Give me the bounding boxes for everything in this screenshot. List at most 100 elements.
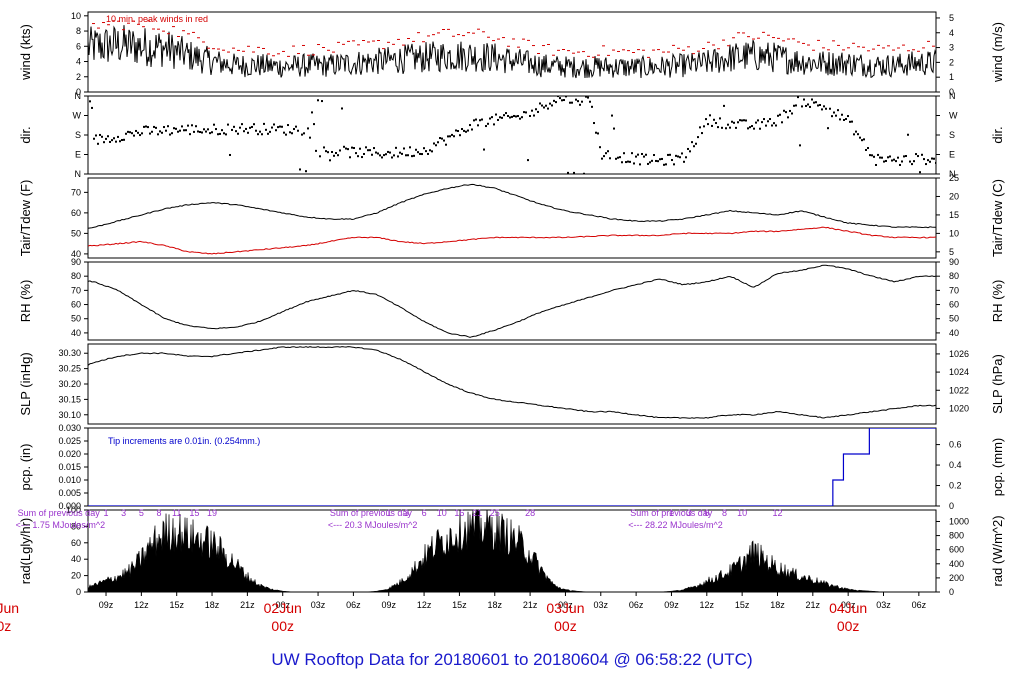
wind-direction-point	[913, 160, 915, 163]
temp-ytick-right-label: 25	[949, 173, 959, 183]
wind-direction-point	[631, 152, 633, 155]
wind-direction-point	[101, 135, 103, 138]
wind-direction-point	[457, 130, 459, 133]
x-tick-label: 21z	[240, 600, 255, 610]
wind-direction-point	[191, 124, 193, 127]
panel-rh: 40 50 60 70 80 90 40 50 60 70 80 90 RH (%) RH (%)	[18, 257, 1005, 341]
wind-direction-point	[467, 129, 469, 132]
wind-direction-point	[821, 108, 823, 111]
wind-direction-point	[247, 131, 249, 134]
rh-ytick-left-label: 90	[71, 257, 81, 267]
wind-direction-point	[661, 157, 663, 160]
wind-direction-point	[709, 114, 711, 117]
wind-direction-point	[757, 119, 759, 122]
wind-direction-point	[739, 119, 741, 122]
wind-direction-point	[719, 117, 721, 120]
wind-direction-point	[565, 96, 567, 98]
wind-direction-point	[747, 127, 749, 130]
panel-wind: 0 2 4 6 8 10 0 1 2 3 4 5 wind (kts) wind (m/s) 10 min.…	[18, 11, 1005, 97]
wind-direction-point	[523, 111, 525, 114]
wind-direction-point	[793, 104, 795, 107]
wind-direction-point	[165, 129, 167, 132]
wind-direction-point	[517, 115, 519, 118]
wind-direction-point	[857, 133, 859, 136]
dir-ytick-right-label: N	[949, 169, 956, 179]
wind-direction-point	[295, 125, 297, 128]
rad-ytick-right-label: 400	[949, 559, 964, 569]
wind-direction-point	[773, 122, 775, 125]
wind-direction-point	[419, 152, 421, 155]
wind-direction-point	[819, 104, 821, 107]
wind-direction-point	[817, 104, 819, 107]
wind-direction-point	[935, 161, 936, 164]
wind-direction-point	[477, 124, 479, 127]
wind-direction-point	[435, 144, 437, 147]
wind-direction-point	[779, 113, 781, 116]
wind-direction-point	[693, 145, 695, 148]
wind-direction-point	[891, 159, 893, 162]
wind-direction-point	[483, 148, 485, 151]
wind-direction-point	[601, 157, 603, 160]
wind-direction-point	[745, 119, 747, 122]
wind-direction-point	[149, 132, 151, 135]
wind-direction-point	[217, 133, 219, 136]
slp-plot-area	[88, 346, 936, 419]
wind-direction-point	[105, 137, 107, 140]
rh-ytick-left-label: 50	[71, 314, 81, 324]
wind-direction-point	[725, 127, 727, 130]
wind-direction-point	[259, 130, 261, 133]
wind-direction-point	[617, 156, 619, 159]
wind-direction-point	[925, 163, 927, 166]
wind-direction-point	[863, 138, 865, 141]
radiation-hour-mark: 12	[772, 508, 782, 518]
dir-ylabel-right: dir.	[990, 126, 1005, 143]
wind-direction-point	[835, 114, 837, 117]
wind-ytick-right-label: 4	[949, 28, 954, 38]
wind-direction-point	[649, 161, 651, 164]
x-tick-label: 06z	[912, 600, 927, 610]
wind-direction-point	[205, 130, 207, 133]
wind-frame	[87, 11, 937, 93]
wind-direction-point	[737, 121, 739, 124]
rh-ytick-right-label: 40	[949, 328, 959, 338]
wind-direction-point	[479, 119, 481, 122]
radiation-hour-mark: 15	[189, 508, 199, 518]
wind-direction-point	[637, 153, 639, 156]
wind-direction-point	[503, 114, 505, 117]
x-tick-label: 09z	[381, 600, 396, 610]
wind-direction-point	[263, 122, 265, 125]
wind-direction-point	[219, 132, 221, 135]
wind-direction-point	[909, 160, 911, 163]
wind-ylabel-left: wind (kts)	[18, 24, 33, 81]
wind-direction-point	[201, 131, 203, 134]
temp-ylabel-left: Tair/Tdew (F)	[18, 180, 33, 257]
wind-direction-point	[899, 163, 901, 166]
wind-direction-point	[97, 142, 99, 145]
wind-ytick-right-label: 1	[949, 72, 954, 82]
wind-direction-point	[777, 114, 779, 117]
wind-direction-point	[763, 118, 765, 121]
wind-direction-point	[315, 149, 317, 152]
wind-direction-point	[429, 149, 431, 152]
wind-direction-point	[493, 123, 495, 126]
wind-direction-point	[505, 112, 507, 115]
wind-direction-point	[509, 116, 511, 119]
wind-direction-point	[851, 120, 853, 123]
wind-direction-point	[145, 125, 147, 128]
x-tick-label: 21z	[523, 600, 538, 610]
wind-direction-point	[121, 139, 123, 142]
wind-direction-point	[639, 163, 641, 166]
wind-direction-point	[755, 121, 757, 124]
wind-direction-point	[697, 136, 699, 139]
pcp-ytick-left-label: 0.030	[58, 423, 81, 433]
panel-pcp: 0.000 0.005 0.010 0.015 0.020 0.025 0.030 0 0.2 0…	[18, 423, 1005, 511]
wind-direction-point	[469, 124, 471, 127]
wind-direction-point	[583, 172, 585, 174]
wind-direction-point	[359, 147, 361, 150]
x-tick-label: 18z	[488, 600, 503, 610]
wind-direction-point	[895, 160, 897, 163]
wind-direction-point	[783, 109, 785, 112]
wind-direction-point	[501, 116, 503, 119]
wind-direction-point	[887, 156, 889, 159]
